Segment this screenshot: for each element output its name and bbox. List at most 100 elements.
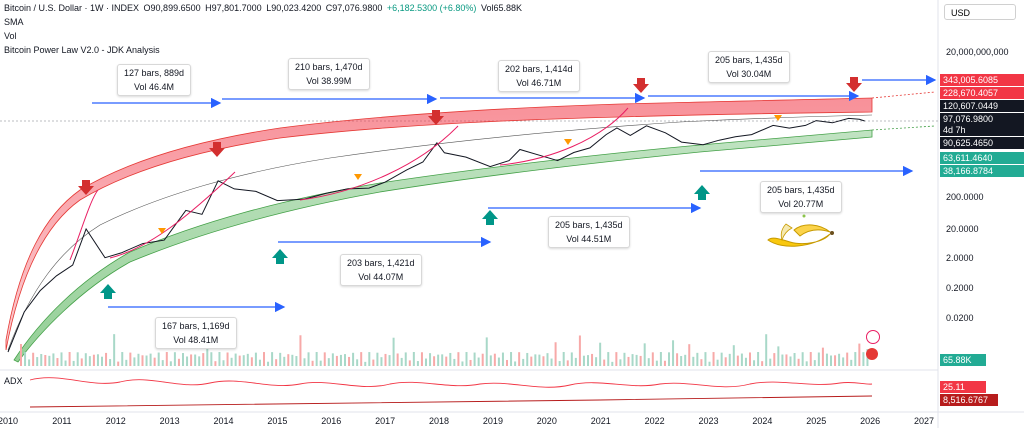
currency-selector[interactable]: USD [944, 4, 1016, 20]
volume-bar [101, 356, 103, 366]
volume-bar [258, 359, 261, 366]
volume-bar [105, 352, 108, 366]
volume-bar [846, 352, 849, 366]
cycle-curve-2011 [69, 189, 99, 261]
volume-bar [384, 353, 387, 366]
volume-bar [360, 352, 363, 366]
volume-bar [696, 352, 699, 366]
alert-icon[interactable] [866, 330, 880, 344]
volume-bar [145, 355, 148, 366]
indicator-sma[interactable]: SMA [4, 17, 24, 27]
y-tick: 0.0200 [946, 313, 974, 323]
upper-band-projection [871, 91, 936, 99]
volume-bar [356, 359, 359, 366]
x-tick: 2018 [429, 416, 450, 426]
volume-bar [113, 334, 116, 366]
callout-volume: Vol 44.07M [358, 272, 404, 282]
volume-bar [173, 352, 176, 366]
cycle-callout: 205 bars, 1,435d Vol 20.77M [760, 181, 842, 213]
fair-value-line [7, 114, 873, 351]
callout-volume: Vol 20.77M [778, 199, 824, 209]
halving-marker [354, 174, 362, 180]
volume-bar [704, 352, 707, 366]
volume-bar [623, 352, 626, 366]
down-arrow-icon [428, 110, 444, 125]
high-value: H97,801.7000 [205, 3, 262, 13]
y-tick: 20,000,000,000 [946, 47, 1009, 57]
upper-power-law-band [5, 97, 873, 351]
volume-bar [88, 356, 91, 366]
volume-bar [376, 352, 379, 366]
volume-bar [599, 342, 602, 366]
upper-band-projection-tag: 343,005.6085 [940, 74, 1024, 86]
volume-bar [420, 352, 423, 366]
volume-bar [291, 354, 294, 366]
flag-icon[interactable] [866, 348, 878, 360]
volume-bar [335, 355, 338, 366]
up-arrow-icon [482, 210, 498, 225]
volume-bar [271, 352, 274, 366]
volume-bar [177, 358, 180, 366]
volume-bar [283, 356, 286, 366]
callout-bars: 205 bars, 1,435d [767, 185, 835, 195]
x-tick: 2014 [213, 416, 234, 426]
volume-bar [190, 354, 193, 366]
symbol-name[interactable]: Bitcoin / U.S. Dollar · 1W · INDEX [4, 3, 140, 13]
volume-bar [688, 344, 691, 366]
x-tick: 2021 [590, 416, 611, 426]
volume-bar [437, 354, 440, 366]
cycle-callout: 210 bars, 1,470d Vol 38.99M [288, 58, 370, 90]
indicator-power-law[interactable]: Bitcoin Power Law V2.0 - JDK Analysis [4, 45, 160, 55]
callout-volume: Vol 46.71M [516, 78, 562, 88]
volume-bar [534, 354, 537, 366]
volume-bar [761, 361, 764, 366]
volume-bar [595, 357, 598, 366]
volume-bar [684, 354, 687, 366]
x-tick: 2022 [644, 416, 665, 426]
volume-bar [76, 352, 79, 366]
volume-bar [514, 361, 517, 366]
volume-bar [214, 361, 217, 366]
volume-bar [655, 360, 658, 366]
volume-bar [331, 353, 334, 366]
volume-bar [165, 352, 168, 366]
volume-bar [736, 355, 739, 366]
volume-bar [202, 353, 205, 366]
x-tick: 2025 [806, 416, 827, 426]
volume-bar [425, 358, 427, 366]
volume-tag: 65.88K [940, 354, 986, 366]
volume-bar [825, 353, 828, 366]
open-value: O90,899.6500 [143, 3, 201, 13]
volume-bar [364, 361, 367, 366]
volume-bar [275, 359, 278, 366]
volume-bar [631, 354, 634, 366]
adx-secondary-tag: 8,516.6767 [940, 394, 998, 406]
volume-bar [36, 357, 39, 366]
volume-bar [473, 352, 476, 366]
halving-marker [158, 228, 166, 234]
volume-bar [400, 357, 403, 366]
volume-bar [651, 352, 654, 366]
callout-volume: Vol 38.99M [306, 76, 352, 86]
halving-markers [158, 115, 782, 234]
volume-bar [538, 354, 541, 366]
volume-bar [380, 357, 383, 366]
volume-bar [372, 359, 375, 366]
callout-bars: 205 bars, 1,435d [555, 220, 623, 230]
callout-volume: Vol 30.04M [726, 69, 772, 79]
volume-bar [510, 352, 513, 366]
volume-bar [862, 352, 865, 366]
volume-bar [700, 359, 703, 366]
volume-bar [319, 360, 322, 366]
adx-label[interactable]: ADX [4, 376, 23, 386]
indicator-vol[interactable]: Vol [4, 31, 17, 41]
change-value: +6,182.5300 (+6.80%) [386, 3, 477, 13]
y-tick: 20.0000 [946, 224, 979, 234]
volume-bar [117, 361, 120, 366]
volume-bar [315, 352, 318, 366]
volume-bar [562, 352, 565, 366]
volume-bar [497, 357, 500, 366]
volume-bar [663, 360, 666, 366]
volume-bar [493, 353, 496, 366]
